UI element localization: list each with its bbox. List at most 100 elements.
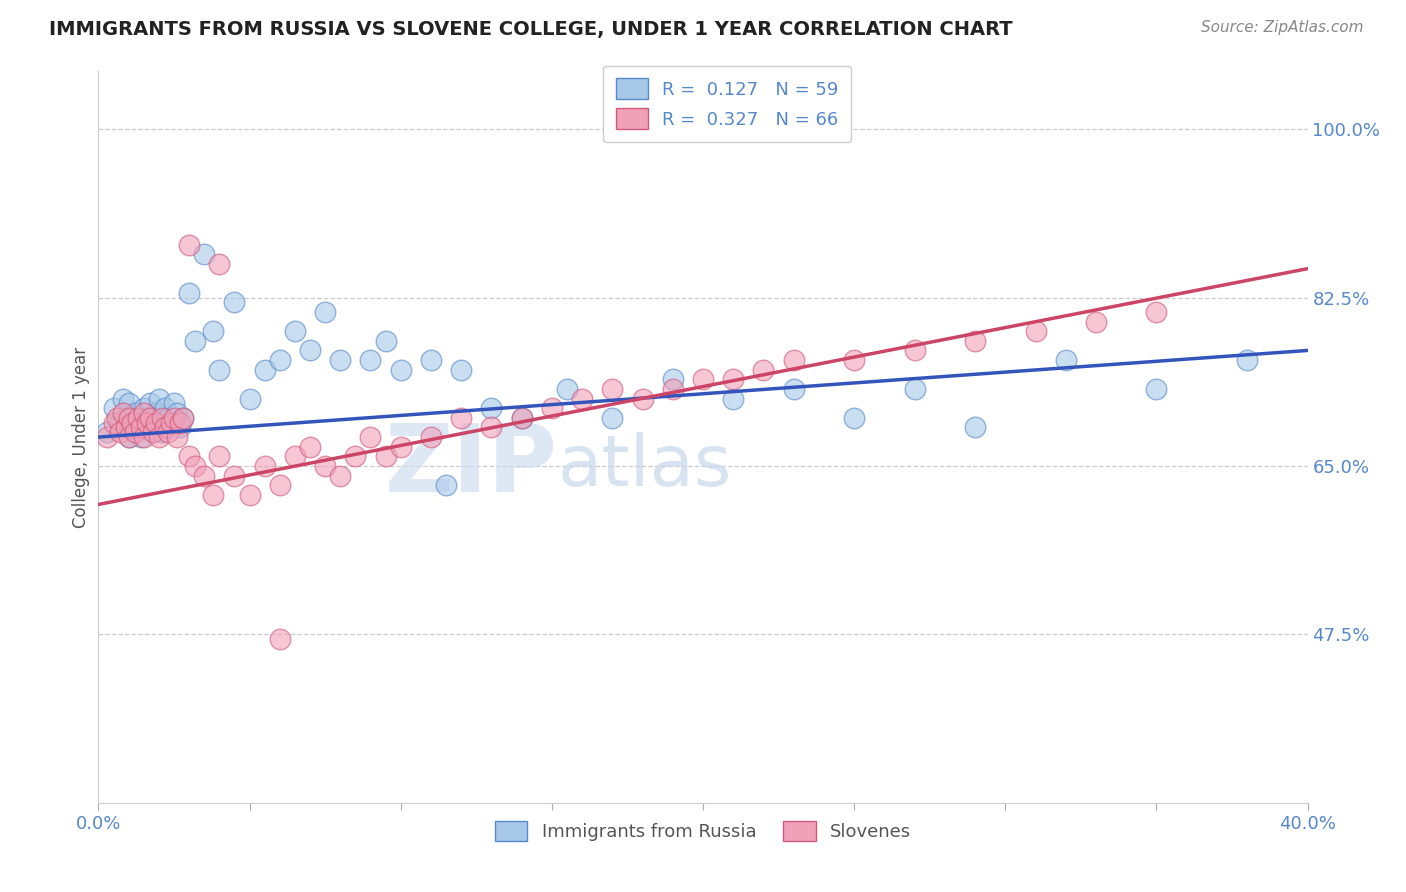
- Point: [329, 353, 352, 368]
- Point: [269, 353, 291, 368]
- Point: [202, 488, 225, 502]
- Point: [224, 468, 246, 483]
- Y-axis label: College, Under 1 year: College, Under 1 year: [72, 346, 90, 528]
- Point: [555, 382, 578, 396]
- Point: [1024, 324, 1046, 338]
- Point: [111, 406, 134, 420]
- Point: [135, 416, 157, 430]
- Point: [253, 458, 276, 473]
- Point: [299, 343, 322, 358]
- Point: [752, 362, 775, 376]
- Point: [108, 416, 131, 430]
- Point: [965, 420, 987, 434]
- Point: [118, 396, 141, 410]
- Point: [329, 468, 352, 483]
- Point: [602, 410, 624, 425]
- Text: IMMIGRANTS FROM RUSSIA VS SLOVENE COLLEGE, UNDER 1 YEAR CORRELATION CHART: IMMIGRANTS FROM RUSSIA VS SLOVENE COLLEG…: [49, 20, 1012, 38]
- Point: [96, 430, 118, 444]
- Point: [135, 410, 157, 425]
- Point: [160, 416, 183, 430]
- Point: [661, 372, 683, 386]
- Point: [904, 343, 927, 358]
- Point: [118, 410, 141, 425]
- Point: [344, 450, 367, 464]
- Point: [172, 410, 194, 425]
- Text: atlas: atlas: [558, 432, 733, 500]
- Point: [450, 410, 472, 425]
- Point: [103, 401, 125, 416]
- Point: [420, 430, 443, 444]
- Point: [284, 450, 307, 464]
- Point: [208, 257, 231, 271]
- Point: [540, 401, 562, 416]
- Point: [166, 430, 188, 444]
- Point: [163, 410, 186, 425]
- Point: [156, 410, 179, 425]
- Point: [239, 392, 262, 406]
- Point: [202, 324, 225, 338]
- Point: [360, 430, 382, 444]
- Point: [142, 425, 165, 440]
- Point: [208, 362, 231, 376]
- Point: [139, 396, 162, 410]
- Point: [121, 420, 143, 434]
- Point: [179, 285, 201, 300]
- Point: [132, 401, 155, 416]
- Text: ZIP: ZIP: [385, 420, 558, 512]
- Point: [163, 396, 186, 410]
- Point: [360, 353, 382, 368]
- Point: [142, 425, 165, 440]
- Point: [114, 410, 136, 425]
- Point: [193, 247, 215, 261]
- Point: [510, 410, 533, 425]
- Point: [111, 392, 134, 406]
- Point: [631, 392, 654, 406]
- Point: [184, 334, 207, 348]
- Point: [172, 410, 194, 425]
- Point: [1144, 305, 1167, 319]
- Point: [374, 450, 396, 464]
- Point: [193, 468, 215, 483]
- Point: [723, 372, 745, 386]
- Point: [481, 420, 503, 434]
- Point: [129, 430, 152, 444]
- Point: [571, 392, 593, 406]
- Point: [132, 406, 155, 420]
- Point: [253, 362, 276, 376]
- Point: [121, 416, 143, 430]
- Point: [129, 420, 152, 434]
- Point: [166, 406, 188, 420]
- Point: [1085, 315, 1108, 329]
- Point: [153, 401, 176, 416]
- Point: [105, 410, 128, 425]
- Point: [118, 430, 141, 444]
- Point: [156, 425, 179, 440]
- Point: [124, 406, 146, 420]
- Point: [844, 410, 866, 425]
- Point: [132, 430, 155, 444]
- Point: [389, 362, 412, 376]
- Legend: Immigrants from Russia, Slovenes: Immigrants from Russia, Slovenes: [488, 814, 918, 848]
- Point: [96, 425, 118, 440]
- Point: [148, 416, 170, 430]
- Point: [145, 416, 167, 430]
- Point: [299, 440, 322, 454]
- Point: [150, 410, 173, 425]
- Point: [184, 458, 207, 473]
- Point: [153, 420, 176, 434]
- Point: [420, 353, 443, 368]
- Point: [692, 372, 714, 386]
- Point: [1054, 353, 1077, 368]
- Point: [783, 382, 806, 396]
- Point: [284, 324, 307, 338]
- Point: [127, 410, 149, 425]
- Point: [118, 430, 141, 444]
- Point: [239, 488, 262, 502]
- Point: [169, 420, 191, 434]
- Point: [148, 430, 170, 444]
- Point: [169, 416, 191, 430]
- Point: [389, 440, 412, 454]
- Point: [208, 450, 231, 464]
- Point: [314, 305, 336, 319]
- Point: [139, 410, 162, 425]
